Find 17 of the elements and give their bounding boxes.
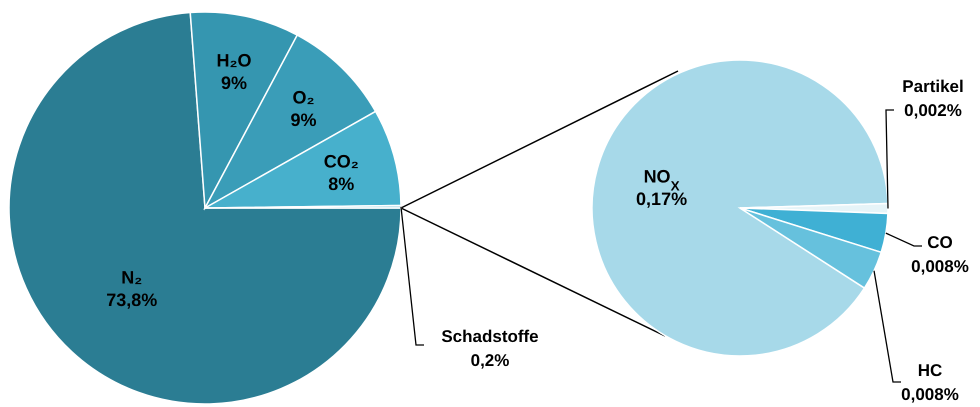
slice-label: CO₂ <box>324 152 359 172</box>
slice-label: N₂ <box>121 267 142 288</box>
data-label: 8% <box>328 174 354 194</box>
slice-label: CO <box>927 233 953 252</box>
pie-slice <box>8 12 402 405</box>
slice-label: HC <box>918 361 942 380</box>
data-label: 0,008% <box>911 257 969 276</box>
slice-label: O₂ <box>292 87 315 108</box>
data-label: 0,008% <box>901 385 959 404</box>
data-label: 9% <box>290 110 317 130</box>
data-label: 0,002% <box>904 101 962 120</box>
data-label: 73,8% <box>106 290 158 310</box>
slice-label: Partikel <box>902 77 964 96</box>
data-label: 9% <box>221 72 248 93</box>
slice-label: H₂O <box>216 50 252 70</box>
data-label: 0,2% <box>470 351 510 370</box>
slice-label: Schadstoffe <box>441 327 539 346</box>
